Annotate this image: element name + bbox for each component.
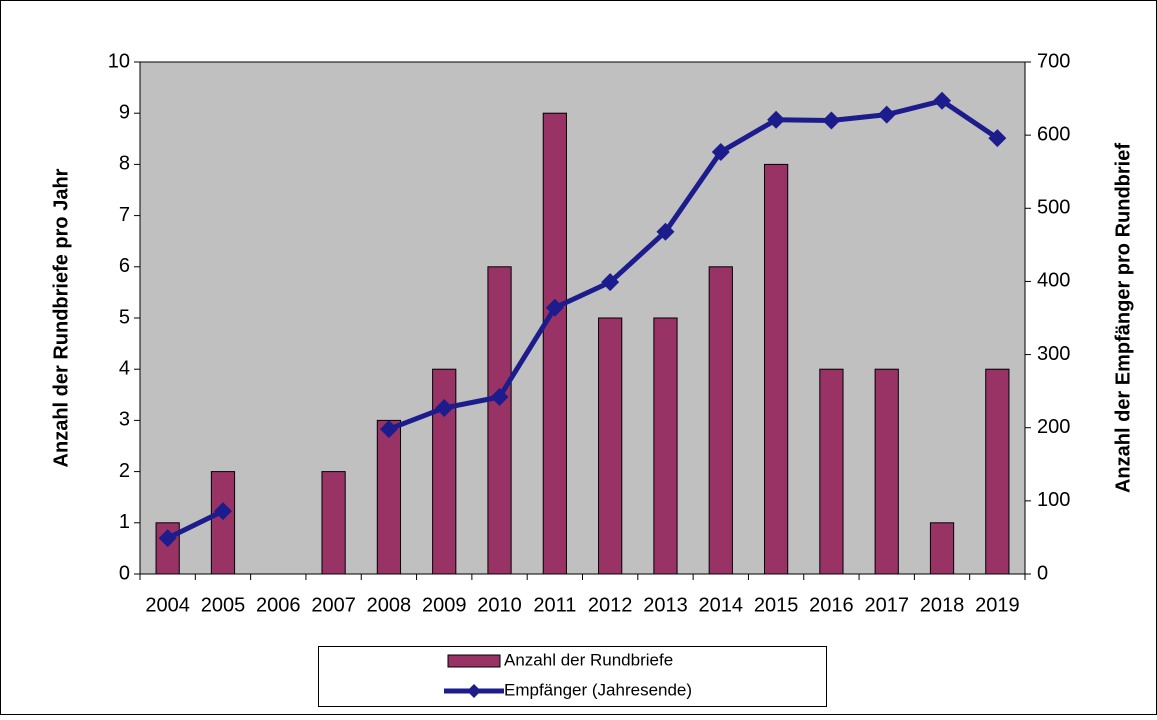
plot-frame xyxy=(139,61,1026,575)
y-tick-label: 10 xyxy=(108,50,130,72)
point xyxy=(490,387,509,406)
bar xyxy=(653,317,678,575)
point xyxy=(435,398,454,417)
x-tick-label: 2016 xyxy=(809,594,854,616)
bar xyxy=(985,368,1010,575)
x-tick-label: 2004 xyxy=(145,594,190,616)
legend-swatch xyxy=(447,654,501,668)
point xyxy=(822,111,841,130)
point xyxy=(711,142,730,161)
bar xyxy=(210,471,236,575)
x-tick-label: 2015 xyxy=(754,594,799,616)
bar xyxy=(321,471,346,575)
legend-box xyxy=(318,646,827,707)
y2-tick-label: 200 xyxy=(1037,416,1070,438)
point xyxy=(877,105,896,124)
x-tick-label: 2006 xyxy=(256,594,301,616)
y2-tick-label: 400 xyxy=(1037,270,1070,292)
y-tick-label: 5 xyxy=(119,306,130,328)
point xyxy=(933,91,952,110)
bar xyxy=(708,266,733,575)
x-tick-label: 2013 xyxy=(643,594,688,616)
bar xyxy=(598,317,623,575)
x-tick-label: 2008 xyxy=(367,594,412,616)
line xyxy=(166,98,999,541)
point xyxy=(767,110,786,129)
y2-axis-title: Anzahl der Empfänger pro Rundbrief xyxy=(1112,143,1134,493)
x-tick-label: 2005 xyxy=(201,594,246,616)
y-tick-label: 4 xyxy=(119,357,130,379)
y2-tick-label: 300 xyxy=(1037,343,1070,365)
legend-marker xyxy=(467,684,481,698)
bar xyxy=(874,368,899,575)
y-tick-label: 6 xyxy=(119,255,130,277)
bar xyxy=(819,368,844,575)
x-tick-label: 2009 xyxy=(422,594,467,616)
y-tick-label: 8 xyxy=(119,153,130,175)
point xyxy=(601,273,620,292)
x-tick-label: 2014 xyxy=(699,594,744,616)
y2-tick-label: 500 xyxy=(1037,197,1070,219)
bar xyxy=(763,163,789,575)
y2-tick-label: 600 xyxy=(1037,123,1070,145)
y2-tick-label: 0 xyxy=(1037,562,1048,584)
legend-label: Anzahl der Rundbriefe xyxy=(504,650,673,669)
x-tick-label: 2012 xyxy=(588,594,633,616)
point xyxy=(988,129,1007,148)
y-tick-label: 0 xyxy=(119,562,130,584)
point xyxy=(379,420,398,439)
legend-label: Empfänger (Jahresende) xyxy=(504,680,692,699)
point xyxy=(545,298,564,317)
y2-tick-label: 100 xyxy=(1037,489,1070,511)
point xyxy=(158,529,177,548)
point xyxy=(656,222,675,241)
x-tick-label: 2019 xyxy=(975,594,1020,616)
bar xyxy=(542,112,567,575)
y-tick-label: 7 xyxy=(119,204,130,226)
y-tick-label: 2 xyxy=(119,460,130,482)
y-axis-title: Anzahl der Rundbriefe pro Jahr xyxy=(50,168,72,467)
x-tick-label: 2017 xyxy=(864,594,909,616)
y-tick-label: 1 xyxy=(119,511,130,533)
bar xyxy=(487,266,512,575)
x-tick-label: 2007 xyxy=(311,594,356,616)
x-tick-label: 2018 xyxy=(920,594,965,616)
x-tick-label: 2011 xyxy=(533,594,576,616)
point xyxy=(213,502,232,521)
bar xyxy=(929,522,955,575)
x-tick-label: 2010 xyxy=(477,594,522,616)
y-tick-label: 3 xyxy=(119,409,130,431)
bar xyxy=(376,419,402,575)
y-tick-label: 9 xyxy=(119,101,130,123)
y2-tick-label: 700 xyxy=(1037,50,1070,72)
